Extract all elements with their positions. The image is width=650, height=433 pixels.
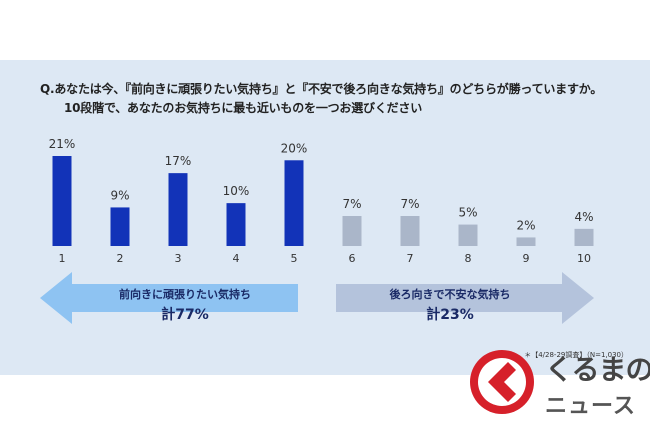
category-label-7: 7 — [407, 252, 414, 265]
category-label-8: 8 — [465, 252, 472, 265]
logo-text-line-2: ニュース — [545, 394, 636, 419]
bar-value-label-7: 7% — [400, 197, 419, 211]
survey-footnote: ＊【4/28-29調査】（N=1,030） — [524, 351, 628, 359]
bar-value-label-9: 2% — [516, 218, 535, 232]
question-line-2: 10段階で、あなたのお気持ちに最も近いものを一つお選びください — [64, 101, 423, 115]
logo-text-line-1: くるまの — [545, 353, 650, 386]
bar-value-label-2: 9% — [110, 188, 129, 202]
bar-2 — [110, 207, 130, 246]
question-line-1: Q.あなたは今、『前向きに頑張りたい気持ち』と『不安で後ろ向きな気持ち』のどちら… — [40, 82, 603, 96]
category-label-2: 2 — [117, 252, 124, 265]
category-label-3: 3 — [175, 252, 182, 265]
bar-value-label-10: 4% — [574, 210, 593, 224]
bar-1 — [52, 156, 72, 246]
bar-6 — [342, 216, 362, 246]
category-label-6: 6 — [349, 252, 356, 265]
negative-group-total: 計23% — [426, 306, 474, 323]
positive-group-label: 前向きに頑張りたい気持ち — [119, 287, 251, 301]
bar-4 — [226, 203, 246, 246]
bar-3 — [168, 173, 188, 246]
negative-group-arrow — [336, 272, 594, 324]
category-label-9: 9 — [523, 252, 530, 265]
negative-group-label: 後ろ向きで不安な気持ち — [390, 287, 511, 301]
chart-panel — [0, 60, 650, 375]
bar-10 — [574, 228, 594, 246]
category-label-5: 5 — [291, 252, 298, 265]
bar-value-label-6: 7% — [342, 197, 361, 211]
positive-group-arrow — [40, 272, 298, 324]
bar-value-label-5: 20% — [281, 141, 308, 155]
bar-7 — [400, 216, 420, 246]
bar-value-label-4: 10% — [223, 184, 250, 198]
bar-value-label-8: 5% — [458, 206, 477, 220]
kuruma-chevron-logo-icon — [470, 350, 534, 414]
category-label-1: 1 — [59, 252, 66, 265]
bar-value-label-1: 21% — [49, 137, 76, 151]
bars-layer: 21% 1 9% 2 17% 3 10% 4 20% 5 7% 6 7% 7 5% 8 2% 9 4% 10 — [49, 137, 594, 265]
bar-value-label-3: 17% — [165, 154, 192, 168]
bar-5 — [284, 160, 304, 246]
category-label-10: 10 — [577, 252, 591, 265]
bar-9 — [516, 237, 536, 246]
category-label-4: 4 — [233, 252, 240, 265]
bar-8 — [458, 224, 478, 246]
positive-group-total: 計77% — [161, 306, 209, 323]
